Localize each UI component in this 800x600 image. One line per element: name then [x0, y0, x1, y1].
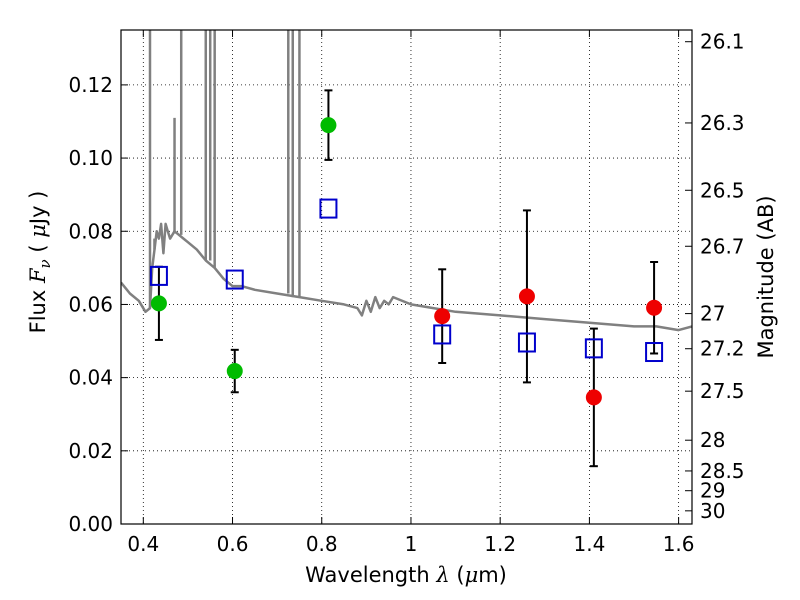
y2-tick-label: 26.5 [700, 178, 745, 202]
y-tick-label: 0.12 [68, 73, 113, 97]
model-spectrum-line [121, 222, 692, 332]
x-tick-label: 1.2 [484, 532, 516, 556]
y2-tick-label: 27.2 [700, 337, 745, 361]
blue-square-marker [225, 269, 244, 290]
x-tick-label: 0.4 [127, 532, 159, 556]
y2-tick-label: 27 [700, 302, 725, 326]
blue-square-marker [149, 265, 168, 286]
blue-square-marker [584, 338, 603, 359]
y2-tick-label: 26.7 [700, 234, 745, 258]
y2-tick-label: 28.5 [700, 459, 745, 483]
plot-area [121, 30, 692, 468]
plot-frame [120, 29, 693, 525]
axis-ticks: 0.4 0.6 0.8 1 1.2 1.4 1.6 0.00 0.02 0.04 0.06 0.08 0… [68, 30, 744, 556]
y2-tick-label: 26.1 [700, 30, 745, 54]
green-data-point [226, 363, 243, 380]
y-tick-label: 0.08 [68, 219, 113, 243]
y-tick-label: 0.02 [68, 439, 113, 463]
y-axis-label: Flux Fν ( μJy ) [26, 191, 54, 334]
green-data-point [320, 117, 337, 134]
y-tick-label: 0.00 [68, 512, 113, 536]
x-tick-label: 1.6 [663, 532, 695, 556]
blue-square-marker [319, 198, 338, 219]
blue-square-marker [517, 332, 536, 353]
red-data-point [646, 299, 663, 316]
y2-axis-label: Magnitude (AB) [754, 195, 778, 358]
y2-tick-label: 30 [700, 499, 725, 523]
red-data-point [434, 308, 451, 325]
y2-tick-label: 28 [700, 428, 725, 452]
x-tick-label: 1 [405, 532, 418, 556]
x-tick-label: 0.8 [306, 532, 338, 556]
y2-tick-label: 27.5 [700, 379, 745, 403]
y2-tick-label: 26.3 [700, 111, 745, 135]
green-data-point [150, 295, 167, 312]
x-axis-label: Wavelength λ (μm) [305, 563, 507, 587]
y-tick-label: 0.04 [68, 366, 113, 390]
red-data-point [518, 288, 535, 305]
blue-square-marker [433, 324, 452, 345]
y-tick-label: 0.10 [68, 146, 113, 170]
x-tick-label: 0.6 [217, 532, 249, 556]
y2-tick-label: 29 [700, 479, 725, 503]
blue-square-marker [645, 342, 664, 363]
x-tick-label: 1.4 [573, 532, 605, 556]
y-tick-label: 0.06 [68, 292, 113, 316]
red-data-point [585, 389, 602, 406]
